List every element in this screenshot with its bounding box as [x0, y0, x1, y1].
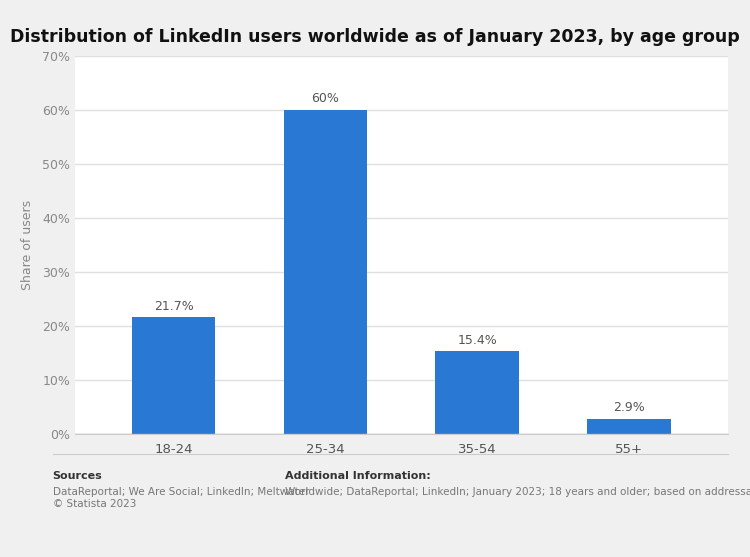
- Bar: [132, 317, 215, 434]
- Text: 15.4%: 15.4%: [458, 334, 497, 347]
- Text: 21.7%: 21.7%: [154, 300, 194, 312]
- Text: Additional Information:: Additional Information:: [285, 471, 430, 481]
- Bar: [284, 110, 367, 434]
- Bar: [436, 351, 519, 434]
- Bar: [587, 419, 670, 434]
- Text: 2.9%: 2.9%: [613, 402, 645, 414]
- Y-axis label: Share of users: Share of users: [21, 200, 34, 290]
- Text: 60%: 60%: [311, 92, 339, 105]
- Text: Worldwide; DataReportal; LinkedIn; January 2023; 18 years and older; based on ad: Worldwide; DataReportal; LinkedIn; Janua…: [285, 487, 750, 497]
- Text: Distribution of LinkedIn users worldwide as of January 2023, by age group: Distribution of LinkedIn users worldwide…: [10, 28, 740, 46]
- Text: Sources: Sources: [53, 471, 102, 481]
- Text: DataReportal; We Are Social; LinkedIn; Meltwater
© Statista 2023: DataReportal; We Are Social; LinkedIn; M…: [53, 487, 309, 509]
